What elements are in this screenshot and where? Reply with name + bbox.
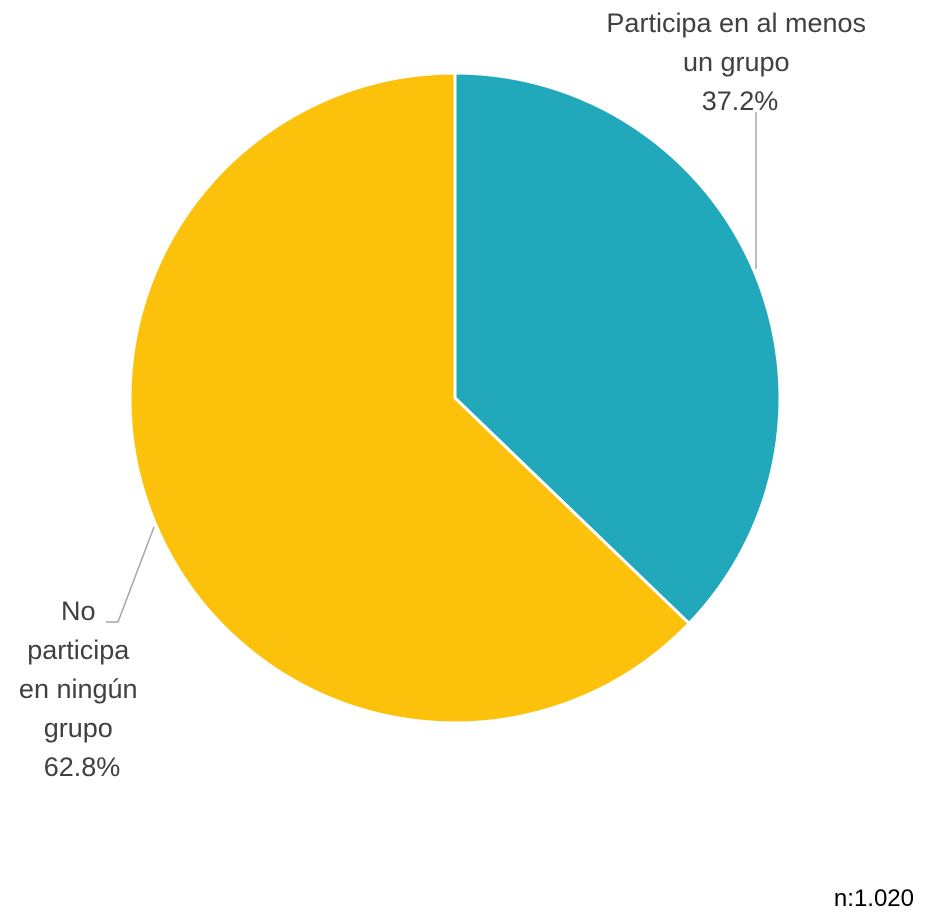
- leader-line-no-participa: [106, 526, 155, 623]
- slice-label-no-participa-line-2: participa: [27, 635, 130, 665]
- slice-label-no-participa-line-3: en ningún: [19, 674, 138, 704]
- slice-label-no-participa-line-4: grupo: [44, 713, 113, 743]
- pie-slices: [128, 71, 782, 725]
- slice-label-no-participa-line-1: No: [61, 596, 96, 626]
- slice-value-participa: 37.2%: [702, 86, 779, 116]
- sample-size-note: n:1.020: [834, 885, 914, 912]
- pie-slice-participa: [453, 71, 782, 625]
- slice-label-no-participa: No participa en ningún grupo 62.8%: [19, 596, 145, 782]
- slice-label-participa-line-1: Participa en al menos: [606, 8, 866, 38]
- slice-label-participa: Participa en al menos un grupo 37.2%: [606, 8, 873, 116]
- pie-slice-no-participa: [128, 71, 691, 725]
- slice-label-participa-line-2: un grupo: [683, 47, 790, 77]
- slice-value-no-participa: 62.8%: [44, 752, 121, 782]
- leader-lines: [106, 112, 757, 623]
